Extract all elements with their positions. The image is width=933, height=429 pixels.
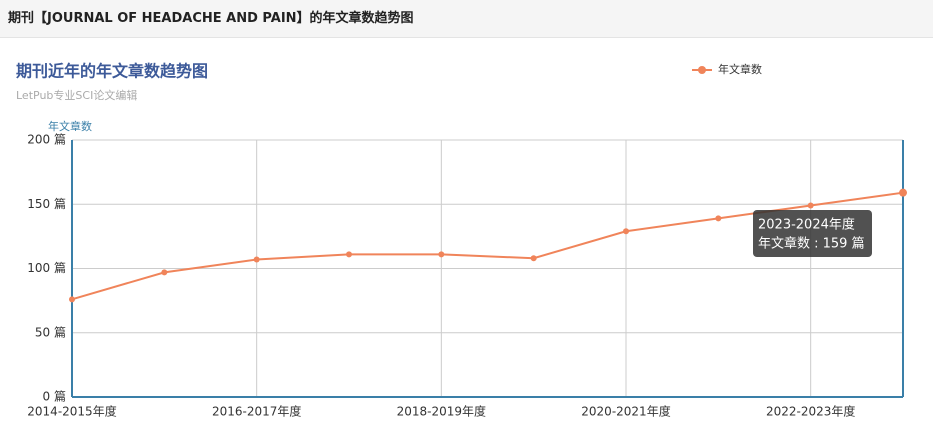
x-tick-label: 2018-2019年度 xyxy=(397,404,486,419)
y-tick-label: 200 篇 xyxy=(27,132,66,147)
header-title: 期刊【JOURNAL OF HEADACHE AND PAIN】的年文章数趋势图 xyxy=(0,0,933,38)
point xyxy=(530,255,537,262)
point xyxy=(807,202,814,209)
y-tick-label: 50 篇 xyxy=(35,324,66,339)
point xyxy=(69,296,75,303)
point xyxy=(253,256,260,263)
tooltip-text: 年文章数 : 159 篇 xyxy=(758,236,865,252)
legend-label: 年文章数 xyxy=(718,62,762,76)
point xyxy=(438,251,445,258)
legend-marker xyxy=(698,66,706,74)
y-tick-label: 100 篇 xyxy=(27,260,66,275)
x-tick-label: 2016-2017年度 xyxy=(212,404,301,419)
tooltip-box xyxy=(753,210,872,257)
tooltip-title: 2023-2024年度 xyxy=(758,217,855,233)
point xyxy=(715,215,722,222)
chart-subtitle: LetPub专业SCI论文编辑 xyxy=(16,88,137,102)
point xyxy=(346,251,352,258)
point xyxy=(899,188,907,197)
x-tick-label: 2022-2023年度 xyxy=(766,404,855,419)
point xyxy=(161,269,168,276)
y-tick-label: 0 篇 xyxy=(43,389,66,404)
y-tick-label: 150 篇 xyxy=(27,196,66,211)
x-tick-label: 2014-2015年度 xyxy=(27,404,116,419)
x-tick-label: 2020-2021年度 xyxy=(581,404,670,419)
y-axis-label: 年文章数 xyxy=(48,119,92,133)
point xyxy=(623,228,629,235)
chart-title: 期刊近年的年文章数趋势图 xyxy=(16,62,208,81)
